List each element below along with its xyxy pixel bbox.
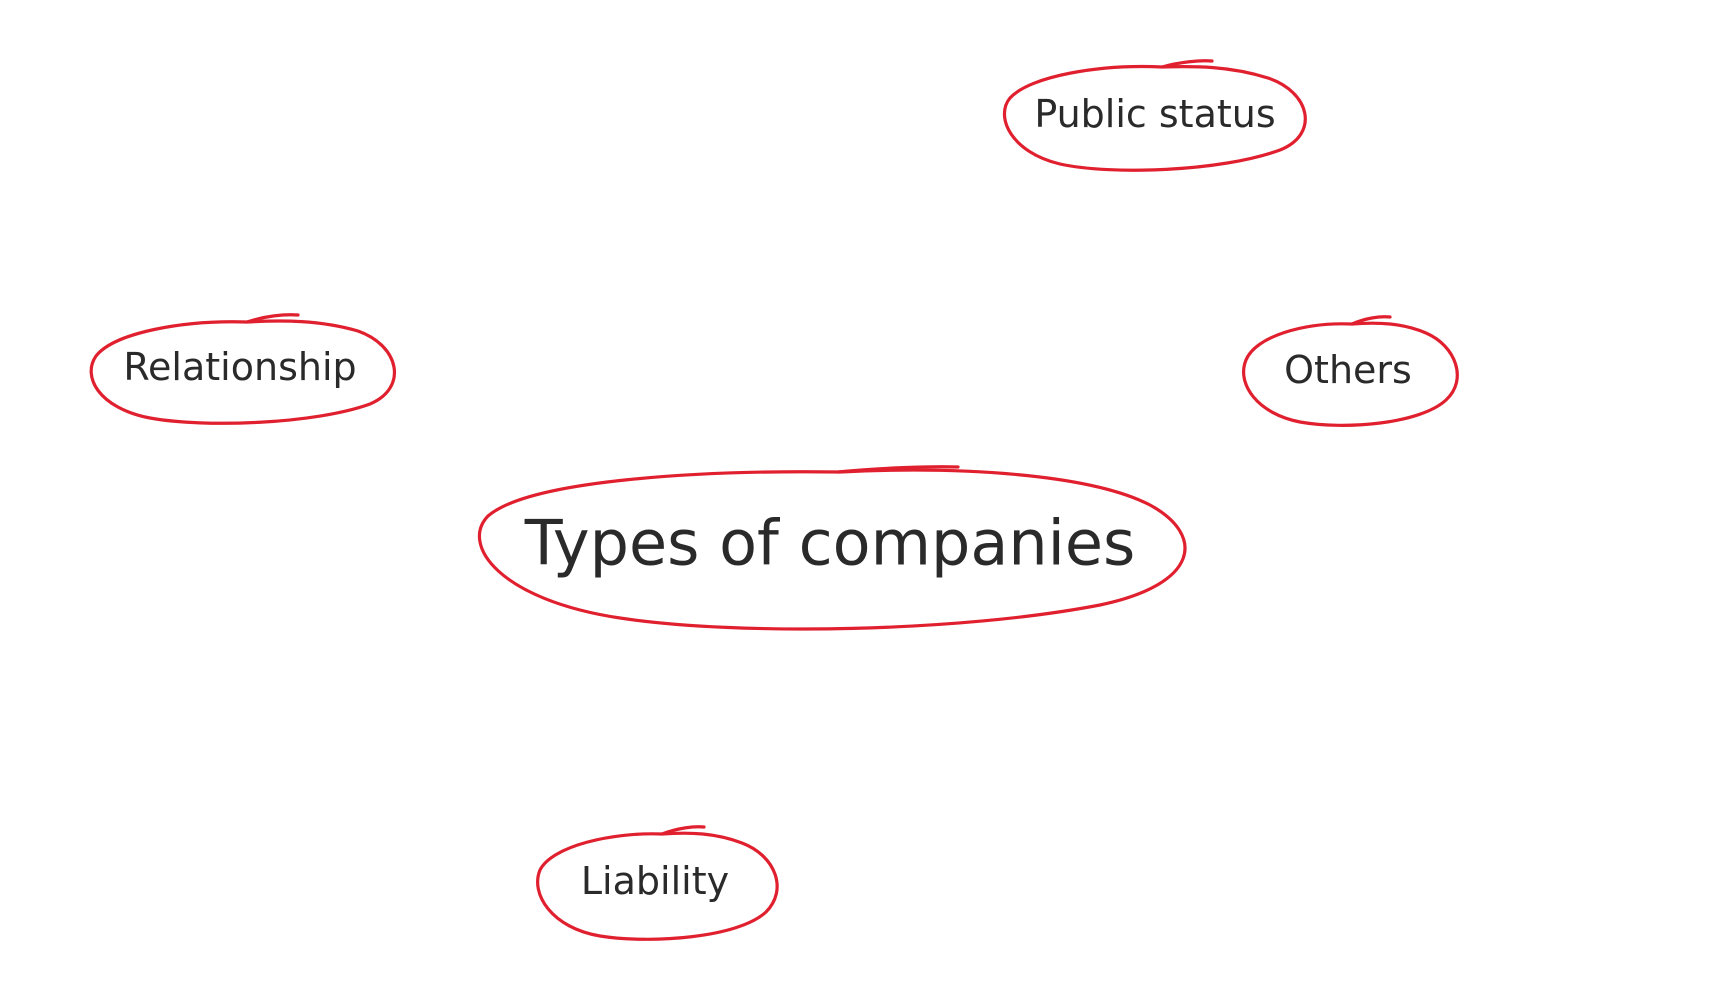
node-others-label: Others: [1284, 348, 1412, 392]
node-others[interactable]: Others: [1242, 315, 1459, 427]
node-relationship-label: Relationship: [123, 345, 356, 389]
node-public-status-label: Public status: [1034, 92, 1275, 136]
node-relationship[interactable]: Relationship: [89, 313, 397, 425]
node-others-ring: [1242, 321, 1459, 427]
center-node[interactable]: Types of companies: [477, 465, 1187, 631]
node-public-status-ring: [1002, 64, 1307, 172]
center-node-ring-flourish: [836, 465, 960, 474]
node-liability-ring-flourish: [660, 825, 706, 836]
node-liability-ring: [536, 831, 779, 941]
center-node-ring: [477, 468, 1187, 631]
node-liability-label: Liability: [581, 859, 729, 903]
node-relationship-ring-flourish: [245, 313, 300, 324]
node-relationship-ring: [89, 319, 397, 425]
center-node-label: Types of companies: [524, 507, 1136, 580]
node-others-ring-flourish: [1350, 315, 1392, 326]
node-public-status[interactable]: Public status: [1002, 59, 1307, 172]
node-liability[interactable]: Liability: [536, 825, 779, 941]
node-public-status-ring-flourish: [1160, 59, 1214, 69]
